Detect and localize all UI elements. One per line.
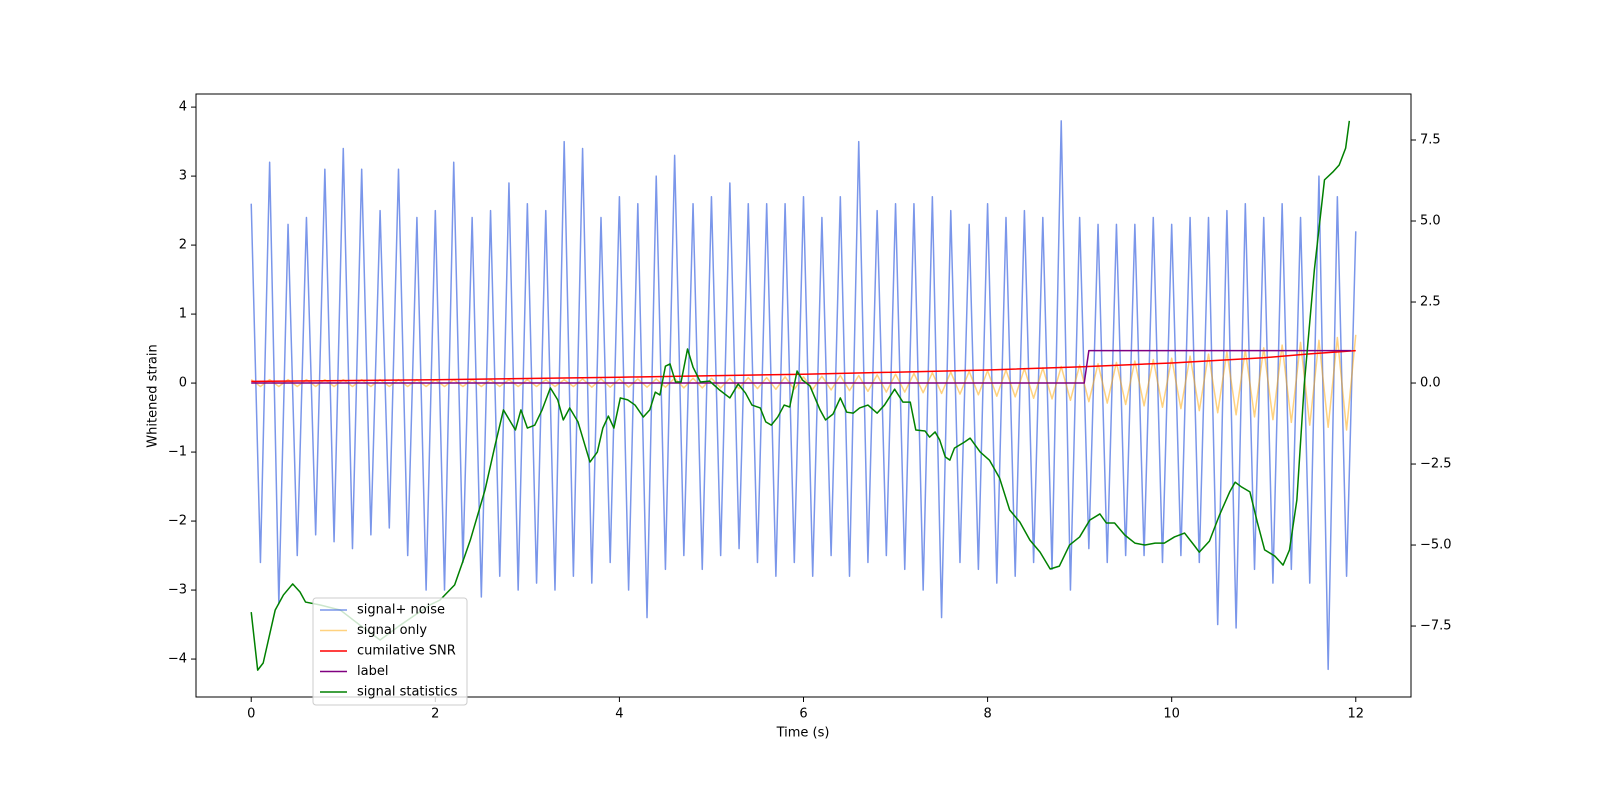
legend-label: cumilative SNR: [357, 644, 456, 659]
x-axis-label: Time (s): [776, 726, 830, 741]
x-tick-label: 6: [799, 707, 807, 722]
legend-label: signal+ noise: [357, 603, 445, 618]
y-tick-label: 2: [179, 238, 187, 253]
y-tick-label: 1: [179, 307, 187, 322]
legend-label: label: [357, 664, 388, 679]
y2-tick-label: 7.5: [1420, 133, 1441, 148]
series-line: [251, 349, 1356, 383]
plot-frame: [195, 93, 1412, 698]
series-line: [250, 120, 1351, 671]
x-tick-label: 0: [247, 707, 255, 722]
y-tick-label: −3: [168, 583, 187, 598]
y2-tick-label: −7.5: [1420, 619, 1452, 634]
y2-tick-label: 0.0: [1420, 376, 1441, 391]
x-tick-label: 4: [615, 707, 623, 722]
legend-label: signal statistics: [357, 685, 458, 700]
x-tick-label: 10: [1163, 707, 1180, 722]
y-tick-label: −2: [168, 514, 187, 529]
x-tick-label: 8: [983, 707, 991, 722]
legend-box: [312, 597, 468, 706]
y-tick-label: 3: [179, 169, 187, 184]
y-tick-label: −1: [168, 445, 187, 460]
y2-tick-label: 5.0: [1420, 214, 1441, 229]
y-axis-label: Whitened strain: [146, 344, 161, 447]
x-tick-label: 2: [431, 707, 439, 722]
series-line: [250, 120, 1357, 671]
y2-tick-label: 2.5: [1420, 295, 1441, 310]
series-line: [251, 349, 1352, 384]
y-tick-label: 4: [179, 100, 187, 115]
y-tick-label: −4: [168, 652, 187, 667]
y2-tick-label: −2.5: [1420, 457, 1452, 472]
legend-label: signal only: [357, 623, 427, 638]
x-tick-label: 12: [1347, 707, 1364, 722]
y2-tick-label: −5.0: [1420, 538, 1452, 553]
y-tick-label: 0: [179, 376, 187, 391]
